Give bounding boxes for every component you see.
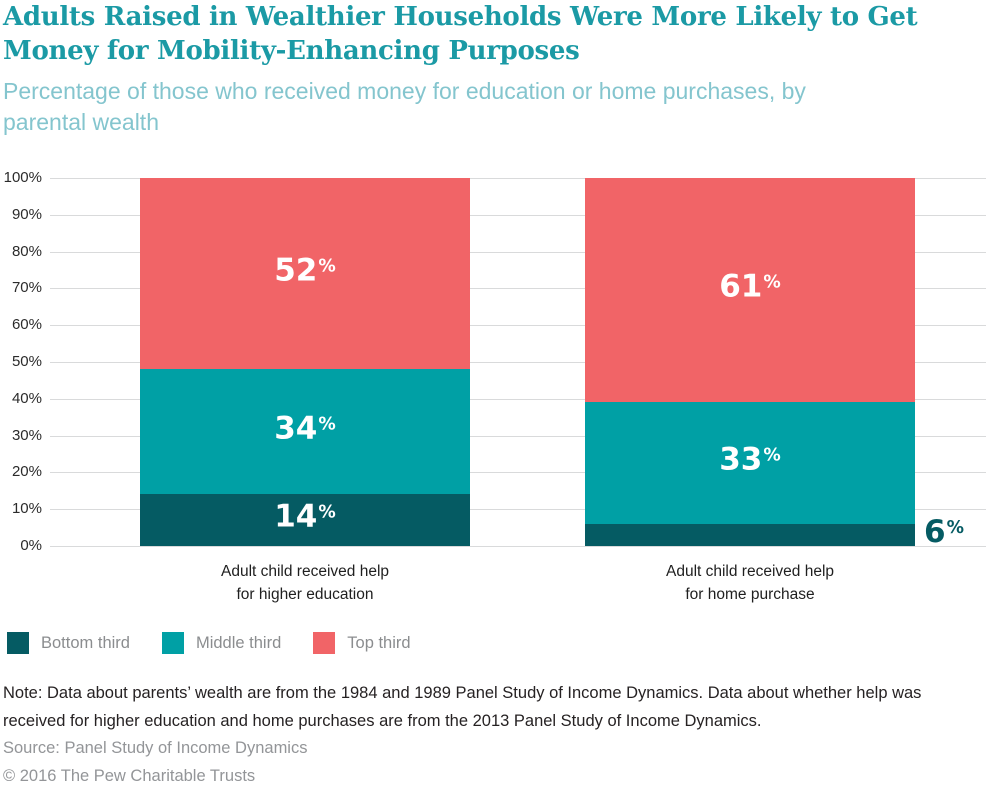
legend-item: Bottom third [7,632,130,654]
gridline [50,215,986,216]
bar-value-label: 52% [274,251,336,288]
gridline [50,399,986,400]
legend-swatch [161,632,184,654]
y-axis-tick-label: 40% [11,390,42,407]
note-text: Note: Data about parents’ wealth are fro… [3,684,922,730]
legend-swatch [313,632,336,654]
copyright-text: © 2016 The Pew Charitable Trusts [3,767,256,785]
category-label: Adult child received help for higher edu… [220,563,390,603]
bar-value-label: 6% [924,513,964,550]
y-axis-tick-label: 70% [11,279,42,296]
gridline [50,436,986,437]
stacked-bar: 6% 33% 61% [585,178,964,547]
gridline [50,509,986,510]
chart-subtitle: Percentage of those who received money f… [3,78,806,135]
stacked-bar: 14% 34% 52% [140,178,470,546]
gridline [50,472,986,473]
legend-swatch [7,632,29,654]
bar-value-label: 33% [719,441,781,478]
bar-segment: 33% [585,402,915,524]
legend-label: Bottom third [41,633,130,652]
legend-label: Top third [347,633,411,652]
bar-segment: 61% [585,178,915,403]
category-label: Adult child received help for home purch… [665,563,835,603]
bar-segment: 52% [140,178,470,370]
bar-segment: 34% [140,369,470,495]
y-axis-tick-label: 80% [11,243,42,260]
legend-label: Middle third [195,633,282,652]
plot-area: 0% 10% 20% 30% 40% 50% 60% 70% 80% 90% 100% 14% 34% 5… [4,169,986,554]
y-axis-tick-label: 30% [11,427,42,444]
gridline [50,325,986,326]
bar-segment: 14% [140,494,470,546]
y-axis-tick-label: 0% [20,537,42,554]
bar-value-label: 34% [274,410,336,447]
y-axis-tick-label: 90% [11,206,42,223]
y-axis-tick-label: 10% [11,500,42,517]
gridline [50,252,986,253]
legend: Bottom third Middle third Top third [7,632,411,654]
bar-segment: 6% [585,516,964,547]
legend-item: Middle third [161,632,282,654]
gridline [50,178,986,179]
gridline [50,362,986,363]
gridline [50,546,986,547]
source-text: Source: Panel Study of Income Dynamics [3,739,308,757]
bar-value-label: 14% [274,498,336,535]
bar-value-label: 61% [719,268,781,305]
legend-item: Top third [313,632,411,654]
y-axis-tick-label: 50% [11,353,42,370]
y-axis-tick-label: 60% [11,316,42,333]
y-axis-tick-label: 20% [11,463,42,480]
chart-title: Adults Raised in Wealthier Households We… [3,2,918,66]
gridline [50,288,986,289]
y-axis-tick-label: 100% [3,169,42,186]
